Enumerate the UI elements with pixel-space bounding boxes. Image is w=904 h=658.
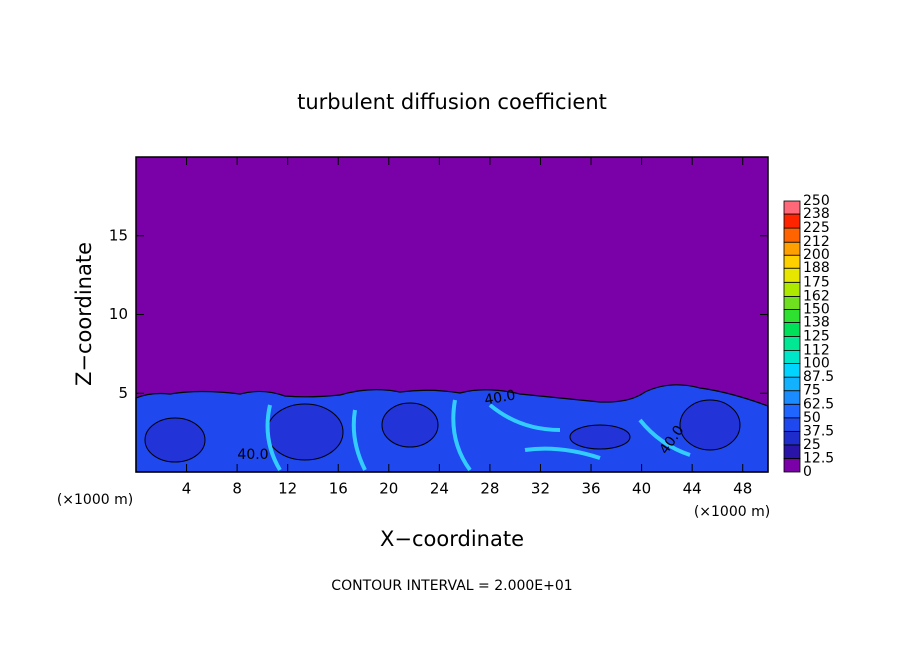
colorbar-band [783,227,801,243]
x-tick-label: 32 [531,480,550,498]
colorbar-label: 0 [803,464,812,480]
colorbar-band [783,200,801,215]
contour-label: 40.0 [237,447,268,463]
y-axis-label: Z−coordinate [72,242,96,386]
colorbar-band [783,308,801,323]
y-tick-label: 10 [109,305,128,323]
colorbar-label: 175 [803,274,830,290]
colorbar-label: 250 [803,193,830,209]
x-tick-label: 28 [480,480,499,498]
colorbar-label: 200 [803,247,830,263]
x-tick-label: 36 [581,480,600,498]
colorbar-label: 62.5 [803,396,834,412]
colorbar-label: 125 [803,329,830,345]
colorbar-band [783,376,801,392]
colorbar-band [783,322,801,337]
footer: CONTOUR INTERVAL = 2.000E+01 [331,578,572,594]
colorbar-band [783,267,801,283]
colorbar-label: 12.5 [803,450,834,466]
colorbar-label: 150 [803,301,830,317]
x-tick-label: 4 [182,480,192,498]
eddy [381,402,439,448]
colorbar-label: 87.5 [803,369,834,385]
x-tick-label: 24 [430,480,449,498]
x-tick-label: 8 [232,480,242,498]
colorbar-label: 225 [803,220,830,236]
colorbar-band [783,403,801,419]
colorbar-band [783,390,801,405]
field [135,157,769,473]
colorbar-label: 188 [803,260,830,276]
colorbar-band [783,295,801,310]
x-tick-label: 44 [683,480,702,498]
eddy [144,417,206,463]
colorbar-band [783,430,801,446]
colorbar-label: 112 [803,343,830,359]
colorbar-label: 238 [803,206,830,222]
x-tick-label: 16 [329,480,348,498]
colorbar-label: 75 [803,383,821,399]
eddy [679,399,741,451]
colorbar-band [783,336,801,351]
colorbar-band [783,458,801,473]
eddy [266,403,344,461]
x-tick-label: 40 [632,480,651,498]
colorbar-band [783,213,801,229]
colorbar-band [783,444,801,459]
chart-title: turbulent diffusion coefficient [297,90,607,114]
colorbar-label: 138 [803,314,830,330]
x-tick-label: 12 [278,480,297,498]
eddy [569,424,631,450]
colorbar-label: 25 [803,437,821,453]
y-tick-label: 15 [109,226,128,244]
x-tick-label: 48 [733,480,752,498]
x-unit-left: (×1000 m) [57,492,133,508]
colorbar-label: 37.5 [803,423,834,439]
colorbar-band [783,254,801,269]
y-tick-label: 5 [118,384,128,402]
colorbar-band [783,350,801,365]
colorbar-label: 50 [803,410,821,426]
colorbar-band [783,417,801,432]
colorbar-band [783,281,801,297]
colorbar-label: 100 [803,356,830,372]
x-tick-label: 20 [379,480,398,498]
colorbar-band [783,363,801,378]
streak [265,399,691,472]
colorbar-label: 162 [803,288,830,304]
contour-label: 40.0 [483,387,516,408]
colorbar-label: 212 [803,234,830,250]
colorbar-band [783,241,801,256]
x-unit-right: (×1000 m) [694,504,770,520]
x-axis-label: X−coordinate [380,527,524,551]
